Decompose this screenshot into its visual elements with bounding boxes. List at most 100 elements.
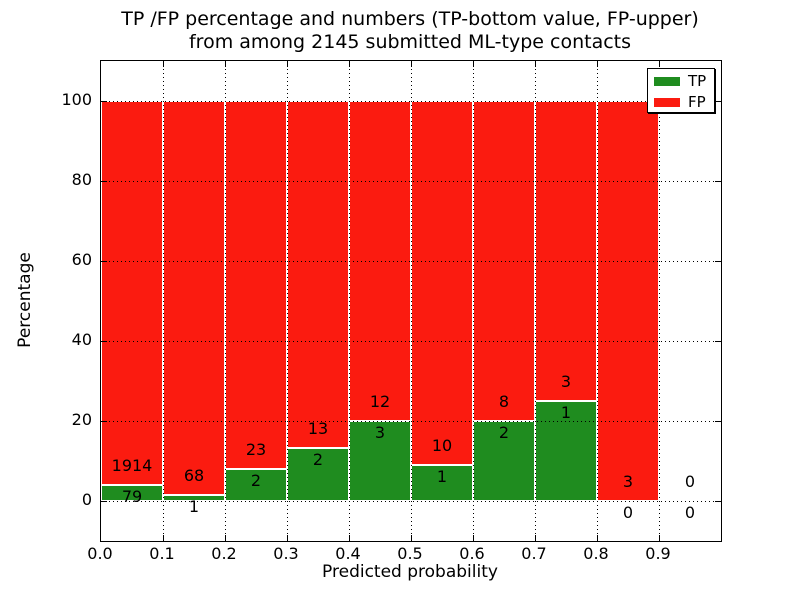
x-tick-mark [225,535,226,541]
y-tick-label: 40 [71,330,92,349]
x-tick-label: 0.5 [397,544,423,563]
fp-count-label: 1914 [111,456,153,476]
fp-count-label: 13 [307,418,329,438]
y-tick-mark [715,341,721,342]
horizontal-gridline [101,261,721,262]
x-tick-label: 0.2 [211,544,237,563]
fp-count-label: 8 [498,392,510,412]
fp-count-label: 68 [183,466,205,486]
tp-bar-segment [287,447,349,501]
tp-count-label: 3 [374,423,386,442]
fp-bar-segment [597,101,659,501]
tp-count-label: 0 [684,503,696,522]
x-tick-mark [349,61,350,67]
chart-title-line1: TP /FP percentage and numbers (TP-bottom… [121,8,699,30]
x-tick-label: 0.7 [521,544,547,563]
x-tick-mark [535,61,536,67]
horizontal-gridline [101,181,721,182]
tp-count-label: 1 [436,466,448,486]
x-tick-mark [597,61,598,67]
x-tick-mark [163,535,164,541]
fp-count-label: 3 [622,472,634,492]
y-tick-mark [101,261,107,262]
horizontal-gridline [101,501,721,502]
x-tick-mark [163,61,164,67]
y-tick-label: 80 [71,170,92,189]
vertical-gridline [287,61,288,541]
fp-bar-segment [287,101,349,448]
y-tick-mark [101,421,107,422]
vertical-gridline [659,61,660,541]
vertical-gridline [163,61,164,541]
x-tick-label: 0.1 [149,544,175,563]
y-tick-mark [715,501,721,502]
x-tick-mark [349,535,350,541]
y-tick-label: 20 [71,410,92,429]
y-tick-label: 0 [81,490,92,509]
tp-bar-segment [225,469,287,501]
fp-count-label: 10 [431,435,453,455]
fp-count-label: 23 [245,440,267,460]
x-tick-mark [411,535,412,541]
x-tick-mark [287,535,288,541]
y-tick-mark [715,261,721,262]
y-tick-mark [101,341,107,342]
tp-bar-segment [535,401,597,501]
vertical-gridline [473,61,474,541]
vertical-gridline [411,61,412,541]
chart-title: TP /FP percentage and numbers (TP-bottom… [100,8,720,54]
fp-legend-label: FP [688,93,706,111]
y-tick-label: 60 [71,250,92,269]
vertical-gridline [535,61,536,541]
x-tick-label: 0.9 [645,544,671,563]
fp-bar-segment [535,101,597,401]
fp-bar-segment [411,101,473,465]
x-tick-label: 0.3 [273,544,299,563]
chart-title-line2: from among 2145 submitted ML-type contac… [188,31,632,53]
fp-bar-segment [163,101,225,496]
x-tick-mark [473,61,474,67]
x-tick-mark [535,535,536,541]
x-tick-mark [659,61,660,67]
x-tick-mark [659,535,660,541]
fp-bar-segment [101,101,163,486]
legend: TP FP [647,68,715,113]
x-tick-mark [225,61,226,67]
y-tick-mark [101,181,107,182]
fp-bar-segment [225,101,287,469]
tp-count-label: 2 [250,471,262,490]
tp-legend-label: TP [688,72,707,90]
tp-bar-segment [101,485,163,501]
tp-count-label: 2 [498,423,510,442]
horizontal-gridline [101,341,721,342]
x-tick-mark [597,535,598,541]
legend-row-tp: TP [648,72,714,90]
fp-count-label: 0 [684,472,696,492]
x-tick-label: 0.0 [87,544,113,563]
plot-area: TP FP 1914 79 68 1 23 2 13 2 12 3 10 1 8 2 3 1 3 0 0 0 [100,60,722,542]
y-tick-mark [715,421,721,422]
y-tick-mark [101,501,107,502]
x-tick-label: 0.8 [583,544,609,563]
x-tick-mark [287,61,288,67]
x-tick-label: 0.6 [459,544,485,563]
tp-count-label: 1 [188,497,200,517]
tp-count-label: 2 [312,449,324,469]
vertical-gridline [597,61,598,541]
x-axis-label: Predicted probability [322,562,498,582]
tp-legend-swatch [654,76,680,86]
y-tick-mark [715,101,721,102]
y-tick-mark [101,101,107,102]
fp-count-label: 3 [560,372,572,392]
y-tick-mark [715,181,721,182]
vertical-gridline [349,61,350,541]
horizontal-gridline [101,421,721,422]
tp-count-label: 0 [622,503,634,522]
x-tick-label: 0.4 [335,544,361,563]
vertical-gridline [225,61,226,541]
fp-legend-swatch [654,97,680,107]
legend-row-fp: FP [648,93,714,111]
tp-count-label: 1 [560,403,572,422]
x-tick-mark [411,61,412,67]
